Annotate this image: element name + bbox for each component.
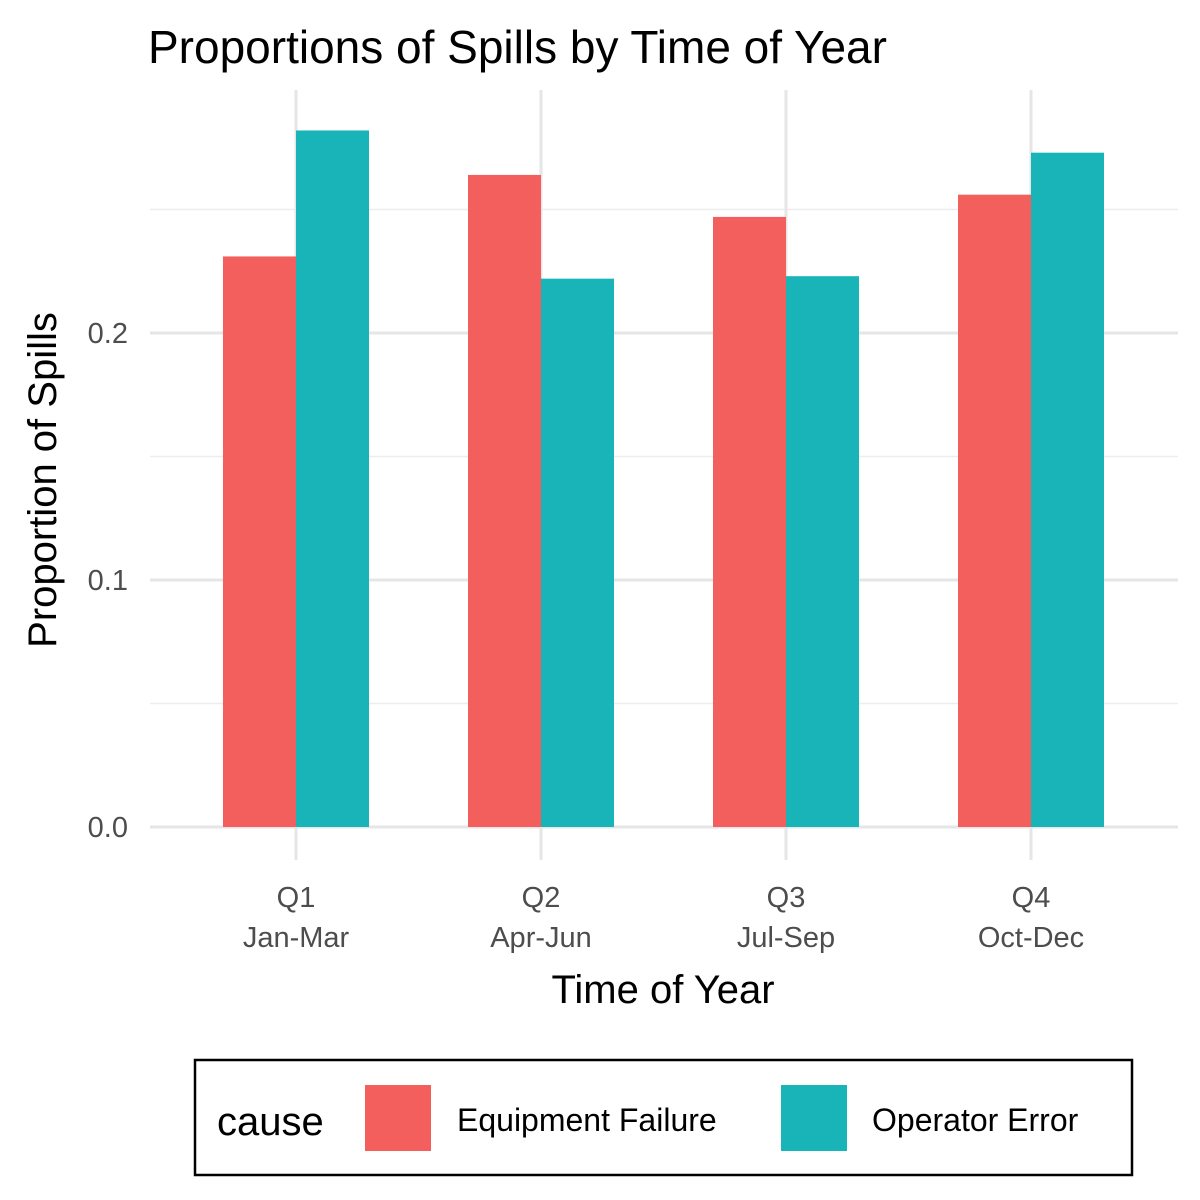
y-axis-tick-labels: 0.0 0.1 0.2 [88,318,128,844]
x-tick-label-months: Jul-Sep [737,922,835,954]
bar-operator-error-q3 [786,276,859,827]
x-tick-label-quarter: Q3 [767,882,806,914]
bar-operator-error-q2 [541,278,614,827]
x-axis-title: Time of Year [551,968,774,1012]
x-tick-label-months: Oct-Dec [978,922,1084,954]
legend-key-operator-error [781,1085,847,1151]
legend-label-operator-error: Operator Error [872,1102,1079,1138]
y-tick-label: 0.2 [88,318,128,350]
x-tick-label-months: Jan-Mar [243,922,350,954]
bar-operator-error-q4 [1031,152,1104,827]
bars [223,130,1104,828]
legend-title: cause [217,1100,324,1144]
legend-key-equipment-failure [365,1085,431,1151]
x-tick-label-quarter: Q1 [277,882,316,914]
chart-title: Proportions of Spills by Time of Year [148,21,887,73]
bar-equipment-failure-q3 [713,216,786,827]
bar-equipment-failure-q4 [958,194,1031,827]
legend-box [193,1058,1134,1177]
bar-equipment-failure-q1 [223,256,296,827]
x-tick-label: Q1 Jan-Mar [243,882,350,954]
x-tick-label-quarter: Q4 [1012,882,1051,914]
x-tick-label-quarter: Q2 [522,882,561,914]
x-tick-label-months: Apr-Jun [490,922,592,954]
legend: cause Equipment Failure Operator Error [193,1058,1134,1177]
x-axis-tick-labels: Q1 Jan-Mar Q2 Apr-Jun Q3 Jul-Sep Q4 Oct-Dec [243,882,1084,954]
legend-items: Equipment Failure Operator Error [365,1085,1079,1151]
bar-equipment-failure-q2 [468,174,541,828]
y-tick-label: 0.0 [88,812,128,844]
x-tick-label: Q2 Apr-Jun [490,882,592,954]
y-axis-title: Proportion of Spills [21,312,65,648]
x-tick-label: Q4 Oct-Dec [978,882,1084,954]
y-tick-label: 0.1 [88,565,128,597]
bar-operator-error-q1 [296,130,369,827]
x-tick-label: Q3 Jul-Sep [737,882,835,954]
legend-label-equipment-failure: Equipment Failure [457,1102,717,1138]
